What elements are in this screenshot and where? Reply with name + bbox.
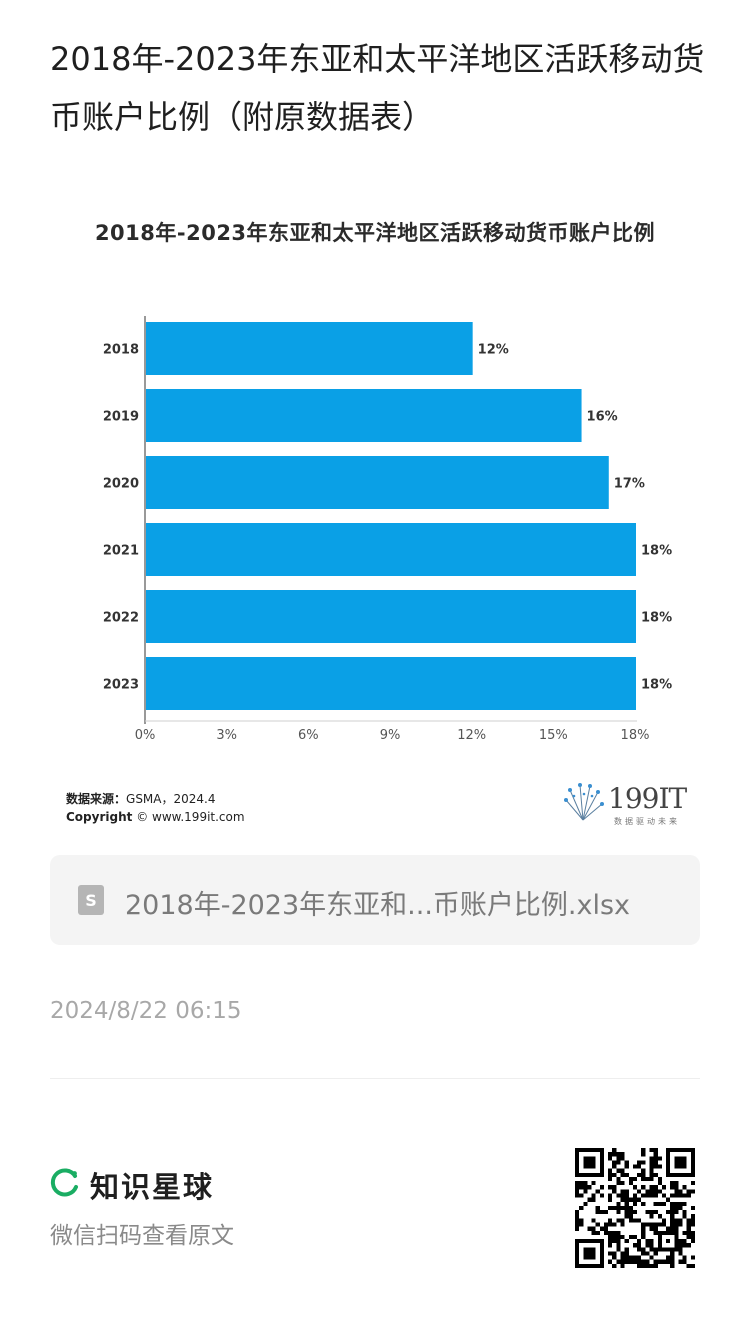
logo-tagline: 数据驱动未来	[614, 817, 680, 826]
post-timestamp: 2024/8/22 06:15	[50, 998, 242, 1024]
source-label: 数据来源：	[66, 792, 127, 806]
data-label-2023: 18%	[641, 678, 672, 693]
x-tick-label: 18%	[621, 728, 650, 743]
bar-2018	[146, 322, 473, 375]
divider	[50, 1078, 700, 1079]
source-line: 数据来源：GSMA，2024.4	[66, 790, 215, 807]
category-label-2022: 2022	[103, 611, 139, 626]
bar-2019	[146, 389, 582, 442]
category-label-2020: 2020	[103, 477, 139, 492]
qr-code-icon[interactable]	[575, 1148, 695, 1268]
bar-2022	[146, 590, 636, 643]
copyright-value: © www.199it.com	[136, 810, 245, 824]
x-tick-label: 15%	[539, 728, 568, 743]
category-label-2018: 2018	[103, 343, 139, 358]
zsxq-logo-icon	[50, 1168, 78, 1197]
data-label-2022: 18%	[641, 611, 672, 626]
category-label-2019: 2019	[103, 410, 139, 425]
data-label-2019: 16%	[587, 410, 618, 425]
bar-chart: 2018 12% 2019 16% 2020 17% 2021 18% 2022 18% 2023 1…	[103, 316, 672, 743]
scan-hint: 微信扫码查看原文	[50, 1223, 234, 1249]
chart-image[interactable]: 2018年-2023年东亚和太平洋地区活跃移动货币账户比例 2018 12% 201…	[50, 195, 700, 845]
data-label-2020: 17%	[614, 477, 645, 492]
category-label-2021: 2021	[103, 544, 139, 559]
bar-2023	[146, 657, 636, 710]
category-label-2023: 2023	[103, 678, 139, 693]
post-title: 2018年-2023年东亚和太平洋地区活跃移动货币账户比例（附原数据表）	[50, 40, 705, 136]
file-icon-letter: S	[85, 891, 97, 910]
chart-title: 2018年-2023年东亚和太平洋地区活跃移动货币账户比例	[94, 221, 656, 245]
attachment-file-name: 2018年-2023年东亚和...币账户比例.xlsx	[125, 890, 631, 921]
source-value: GSMA，2024.4	[126, 792, 216, 806]
copyright-line: Copyright © www.199it.com	[66, 810, 245, 824]
x-tick-label: 6%	[298, 728, 319, 743]
brand-name: 知识星球	[90, 1170, 215, 1204]
logo-text: 199IT	[608, 782, 687, 815]
data-label-2021: 18%	[641, 544, 672, 559]
attachment-card[interactable]: S 2018年-2023年东亚和...币账户比例.xlsx	[50, 855, 700, 945]
dandelion-logo-icon	[564, 783, 604, 821]
spreadsheet-file-icon: S	[78, 885, 104, 915]
x-tick-label: 9%	[380, 728, 401, 743]
x-tick-label: 3%	[216, 728, 237, 743]
x-tick-label: 12%	[457, 728, 486, 743]
copyright-label: Copyright	[66, 810, 133, 824]
bar-2021	[146, 523, 636, 576]
199it-logo: 199IT 数据驱动未来	[560, 780, 700, 830]
data-label-2018: 12%	[478, 343, 509, 358]
x-tick-label: 0%	[135, 728, 156, 743]
bar-2020	[146, 456, 609, 509]
